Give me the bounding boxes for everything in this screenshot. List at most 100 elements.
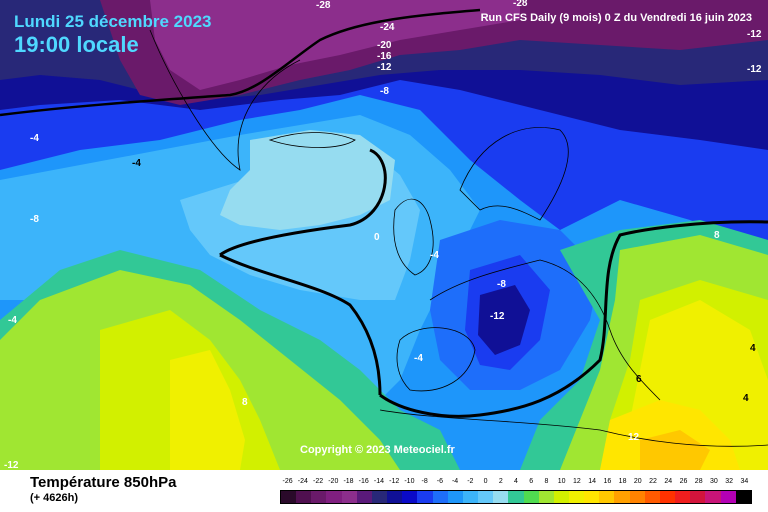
contour-label: -4 xyxy=(30,133,39,144)
contour-label: -28 xyxy=(316,0,331,11)
isotherm-zero xyxy=(219,148,768,418)
contour-label: -12 xyxy=(747,64,762,75)
legend-tick-label: 8 xyxy=(544,478,549,485)
legend-bar xyxy=(280,490,752,504)
lead-time: (+ 4626h) xyxy=(30,492,78,504)
coast-europe-main xyxy=(429,259,661,401)
legend-tick-label: 12 xyxy=(572,478,581,485)
field-orange-se xyxy=(640,430,710,470)
legend-swatch xyxy=(281,491,297,503)
legend-tick-label: -18 xyxy=(343,478,354,485)
legend-swatch xyxy=(356,491,372,503)
model-run-info: Run CFS Daily (9 mois) 0 Z du Vendredi 1… xyxy=(480,12,752,24)
contour-label: -12 xyxy=(377,62,392,73)
legend-swatch xyxy=(659,491,676,503)
field-yellow-sw xyxy=(170,350,245,470)
contour-label: 6 xyxy=(636,374,642,385)
field-cyan xyxy=(220,130,395,230)
color-legend: -26 -24 -22 -20 -18 -16 -14 -12 -10 -8 -6 -4 -2 0 2 4 6 8… xyxy=(280,478,752,508)
legend-tick-label: 22 xyxy=(649,478,657,485)
legend-tick-label: -12 xyxy=(389,478,400,485)
legend-swatch xyxy=(341,491,357,503)
legend-swatch xyxy=(462,491,479,503)
contour-label: 8 xyxy=(242,397,248,408)
contour-label: -16 xyxy=(377,51,392,62)
legend-ticks: -26 -24 -22 -20 -18 -16 -14 -12 -10 -8 -6 -4 -2 0 2 4 6 8… xyxy=(280,478,752,490)
legend-swatch xyxy=(720,491,736,503)
contour-label: -4 xyxy=(430,250,439,261)
legend-tick-label: 14 xyxy=(588,478,597,485)
legend-tick-label: 18 xyxy=(618,478,627,485)
coast-scandinavia xyxy=(459,127,569,221)
legend-tick-label: -10 xyxy=(404,478,415,485)
legend-swatch xyxy=(508,491,524,503)
legend-tick-label: -4 xyxy=(451,478,459,485)
coast-iceland xyxy=(268,132,356,148)
legend-tick-label: 2 xyxy=(498,478,503,485)
legend-tick-label: 24 xyxy=(664,478,673,485)
isotherm-cold xyxy=(0,8,481,117)
legend-swatch xyxy=(538,491,554,503)
legend-swatch xyxy=(553,491,569,503)
legend-swatch xyxy=(417,491,433,503)
legend-swatch xyxy=(311,491,327,503)
legend-swatch xyxy=(493,491,509,503)
contour-label: -20 xyxy=(377,40,392,51)
legend-tick-label: -20 xyxy=(328,478,339,485)
legend-swatch xyxy=(614,491,630,503)
contour-label: -8 xyxy=(497,279,506,290)
legend-swatch xyxy=(735,491,751,503)
legend-tick-label: -14 xyxy=(373,478,385,485)
map-fields xyxy=(0,0,768,470)
temperature-map: Lundi 25 décembre 2023 19:00 locale Run … xyxy=(0,0,768,470)
contour-label: -12 xyxy=(490,311,505,322)
legend-swatch xyxy=(629,491,645,503)
variable-title: Température 850hPa xyxy=(30,474,177,491)
legend-tick-label: 34 xyxy=(740,478,749,485)
forecast-time: 19:00 locale xyxy=(14,32,139,57)
contour-label: 12 xyxy=(628,432,640,443)
legend-tick-label: -26 xyxy=(282,478,293,485)
copyright-notice: Copyright © 2023 Meteociel.fr xyxy=(300,444,455,456)
legend-swatch xyxy=(599,491,615,503)
legend-tick-label: 16 xyxy=(603,478,612,485)
legend-swatch xyxy=(296,491,312,503)
legend-tick-label: -16 xyxy=(358,478,369,485)
legend-swatch xyxy=(584,491,600,503)
coast-british-isles xyxy=(393,198,434,276)
legend-tick-label: 30 xyxy=(710,478,718,485)
contour-label: -4 xyxy=(8,315,17,326)
legend-swatch xyxy=(705,491,721,503)
legend-tick-label: 32 xyxy=(725,478,734,485)
contour-label: -12 xyxy=(747,29,762,40)
contour-label: -8 xyxy=(380,86,389,97)
contour-label: 0 xyxy=(374,232,380,243)
legend-tick-label: -22 xyxy=(313,478,324,485)
contour-label: 4 xyxy=(750,343,756,354)
legend-swatch xyxy=(478,491,494,503)
contour-label: -28 xyxy=(513,0,528,9)
legend-swatch xyxy=(675,491,691,503)
field-lightpurple-north xyxy=(150,0,520,90)
legend-tick-label: 28 xyxy=(694,478,703,485)
footer: Température 850hPa (+ 4626h) -26 -24 -22 -2… xyxy=(0,470,768,512)
field-cold-pool-core xyxy=(478,285,530,355)
contour-label: 4 xyxy=(743,393,749,404)
legend-tick-label: 20 xyxy=(633,478,642,485)
legend-swatch xyxy=(387,491,403,503)
coast-iberia xyxy=(396,327,476,392)
legend-tick-label: -8 xyxy=(421,478,428,485)
contour-label: -4 xyxy=(414,353,423,364)
contour-label: 8 xyxy=(714,230,720,241)
legend-swatch xyxy=(523,491,539,503)
legend-tick-label: -2 xyxy=(467,478,474,485)
contour-label: -8 xyxy=(30,214,39,225)
isotherm-zero-west xyxy=(219,253,382,396)
legend-tick-label: 0 xyxy=(483,478,488,485)
legend-swatch xyxy=(432,491,448,503)
legend-swatch xyxy=(644,491,660,503)
contour-label: -24 xyxy=(380,22,395,33)
legend-tick-label: 6 xyxy=(529,478,534,485)
legend-swatch xyxy=(447,491,463,503)
coast-greenland xyxy=(149,29,301,171)
